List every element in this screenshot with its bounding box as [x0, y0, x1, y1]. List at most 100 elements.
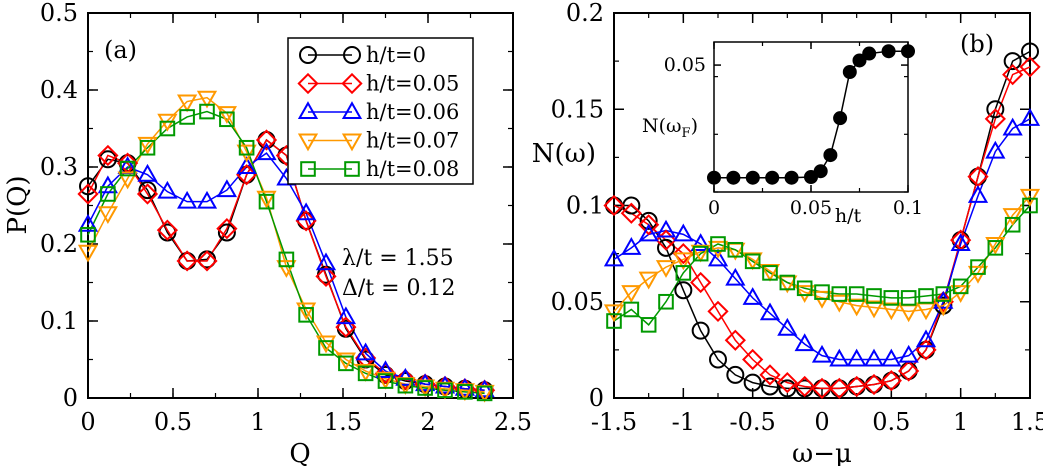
series-2-point: [454, 377, 476, 396]
series-0-point: [79, 177, 97, 196]
series-0-point: [1021, 42, 1039, 61]
series-2-point: [846, 348, 867, 367]
y-tick-label: 0.3: [40, 153, 78, 181]
series-3-point: [117, 171, 138, 190]
series-2-point: [759, 302, 781, 321]
series-3-point: [97, 206, 119, 225]
inset-point: [901, 44, 915, 59]
series-1-point: [136, 183, 159, 205]
series-1-point: [255, 129, 278, 151]
legend-marker-0: [343, 46, 361, 64]
panel-a-label: (a): [104, 36, 137, 64]
series-4-point: [866, 288, 882, 304]
series-2-point: [434, 375, 456, 394]
series-0-point: [138, 181, 157, 200]
series-0-point: [709, 350, 727, 369]
series-4-point: [377, 373, 394, 389]
series-2-point: [621, 237, 642, 255]
series-3-point: [256, 190, 277, 209]
series-0-point: [674, 281, 693, 300]
series-0-point: [986, 100, 1005, 119]
series-4-point: [658, 293, 674, 310]
series-2-point: [97, 175, 119, 194]
legend-marker-4: [300, 161, 316, 177]
series-2-point: [236, 156, 257, 174]
series-3-point: [707, 240, 729, 259]
series-1-point: [863, 373, 885, 396]
series-3-point: [216, 106, 238, 124]
x-tick-label: 0.5: [872, 408, 910, 436]
legend-box: [287, 37, 474, 185]
series-2-point: [474, 379, 495, 398]
x-tick-label: -1.5: [591, 408, 637, 436]
series-2-point: [690, 233, 711, 251]
series-2-point: [77, 213, 99, 232]
series-3-point: [898, 304, 919, 323]
series-2-point: [355, 342, 376, 361]
series-1-point: [394, 368, 417, 391]
series-4-point: [640, 317, 657, 333]
series-1-point: [776, 371, 798, 394]
series-1-point: [898, 360, 920, 382]
x-tick-label: 1.5: [1011, 408, 1043, 436]
series-1-point: [156, 219, 179, 241]
y-tick-label: 0.05: [664, 54, 706, 76]
series-line-3: [613, 195, 1031, 313]
annotation-delta: Δ/t = 0.12: [342, 276, 456, 301]
series-3-point: [863, 300, 885, 319]
series-4-point: [918, 288, 934, 304]
series-2-point: [794, 333, 815, 352]
series-4-point: [710, 236, 726, 252]
y-tick-label: 0.15: [551, 95, 604, 123]
series-4-point: [779, 274, 796, 291]
series-1-point: [1002, 63, 1024, 86]
y-tick-label: 0.05: [551, 288, 604, 316]
series-3-point: [295, 302, 317, 321]
series-1-point: [759, 364, 781, 386]
legend-label-3: h/t=0.07: [366, 129, 459, 153]
legend-marker-0: [299, 46, 317, 64]
series-0-point: [639, 211, 658, 230]
series-3-point: [375, 371, 396, 390]
series-3-point: [829, 294, 850, 313]
x-tick-label: 0.5: [154, 408, 192, 436]
series-3-point: [759, 263, 781, 282]
series-1-point: [707, 300, 729, 322]
series-1-point: [176, 250, 198, 272]
series-0-point: [691, 321, 710, 340]
series-0-point: [657, 238, 675, 257]
series-4-point: [762, 265, 778, 281]
series-1-point: [315, 265, 337, 287]
series-2-point: [915, 329, 937, 348]
series-1-point: [374, 362, 397, 384]
series-4-point: [397, 377, 414, 394]
series-3-point: [638, 271, 659, 290]
x-tick-label: 0: [708, 197, 720, 219]
series-3-point: [335, 352, 357, 371]
series-1-point: [77, 183, 99, 205]
series-4-point: [796, 280, 813, 297]
series-2-point: [655, 219, 677, 238]
series-2-point: [196, 190, 218, 209]
series-4-point: [935, 286, 952, 302]
series-4-point: [1022, 197, 1038, 214]
series-1-point: [638, 214, 660, 236]
inset-point: [881, 44, 896, 59]
legend-marker-1: [297, 72, 319, 95]
series-4-point: [623, 301, 640, 318]
series-4-point: [692, 245, 709, 262]
series-0-point: [743, 373, 762, 392]
series-2-point: [157, 180, 178, 199]
panel-b-series: [603, 42, 1041, 399]
series-line-2: [87, 152, 485, 392]
y-tick-label: 0.2: [40, 230, 78, 258]
legend-label-1: h/t=0.05: [366, 72, 459, 96]
x-tick-label: 0: [814, 408, 829, 436]
series-4-point: [417, 380, 433, 396]
inset-point: [833, 111, 848, 126]
series-1-point: [690, 271, 712, 294]
series-3-point: [276, 260, 297, 278]
series-3-point: [794, 285, 815, 303]
series-1-point: [811, 377, 833, 399]
